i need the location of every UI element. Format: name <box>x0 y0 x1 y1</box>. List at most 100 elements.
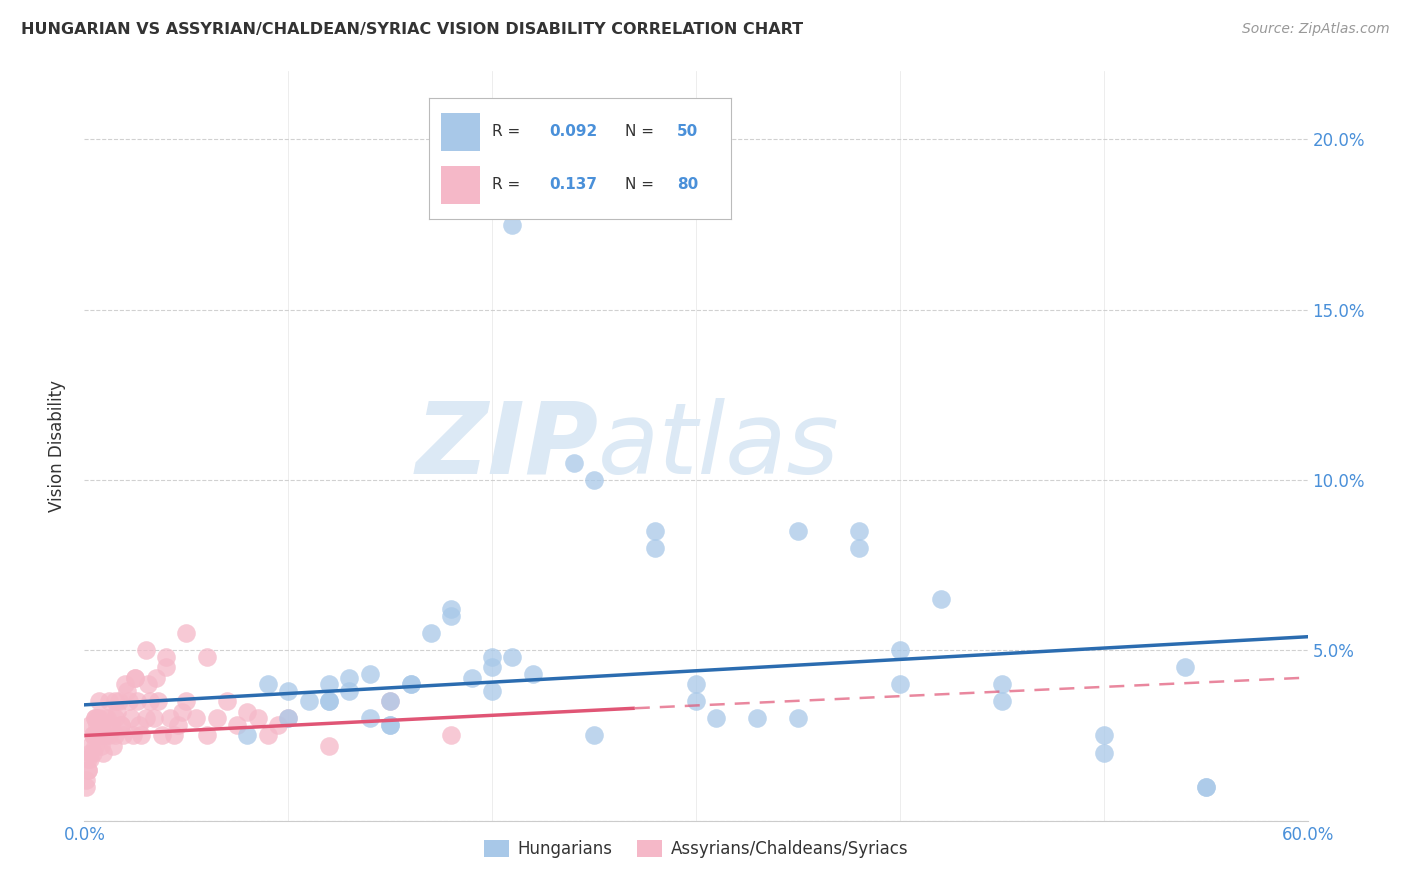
Point <box>172 705 194 719</box>
Text: atlas: atlas <box>598 398 839 494</box>
Point <box>97 729 120 743</box>
Point <box>236 705 259 719</box>
Point <box>112 729 135 743</box>
Point <box>502 650 524 665</box>
Point <box>150 729 173 743</box>
Point <box>277 711 299 725</box>
Point <box>562 456 585 470</box>
Point <box>848 524 870 538</box>
Point <box>848 541 870 556</box>
Point <box>82 729 104 743</box>
Point <box>217 694 239 708</box>
Point <box>83 739 105 753</box>
Point <box>155 650 177 665</box>
Point <box>142 711 165 725</box>
Point <box>706 711 728 725</box>
Bar <box>441 112 481 151</box>
Point <box>399 677 422 691</box>
Point <box>644 524 666 538</box>
Point <box>1092 746 1115 760</box>
Point <box>82 729 104 743</box>
Point <box>481 660 503 674</box>
Point <box>79 739 101 753</box>
Point <box>110 718 132 732</box>
Point <box>481 650 503 665</box>
Point <box>86 711 108 725</box>
Point <box>83 711 105 725</box>
Point <box>86 729 108 743</box>
Point <box>359 711 381 725</box>
Point <box>380 718 402 732</box>
Point <box>267 718 290 732</box>
Point <box>226 718 249 732</box>
Point <box>298 694 321 708</box>
Point <box>131 729 153 743</box>
Point <box>104 694 127 708</box>
Point <box>159 711 181 725</box>
Point <box>155 660 177 674</box>
Point <box>87 694 110 708</box>
Text: ZIP: ZIP <box>415 398 598 494</box>
Point <box>420 626 443 640</box>
Point <box>100 718 122 732</box>
Point <box>75 780 97 794</box>
Point <box>685 694 707 708</box>
Point <box>79 718 101 732</box>
Point <box>440 729 463 743</box>
Point <box>380 694 402 708</box>
Text: 80: 80 <box>676 178 697 193</box>
Point <box>318 739 340 753</box>
Point <box>747 711 769 725</box>
Point <box>339 684 361 698</box>
Point <box>118 694 141 708</box>
Point <box>135 711 157 725</box>
Point <box>236 729 259 743</box>
Point <box>108 694 131 708</box>
Text: HUNGARIAN VS ASSYRIAN/CHALDEAN/SYRIAC VISION DISABILITY CORRELATION CHART: HUNGARIAN VS ASSYRIAN/CHALDEAN/SYRIAC VI… <box>21 22 803 37</box>
Point <box>461 671 484 685</box>
Point <box>1195 780 1218 794</box>
Point <box>277 684 299 698</box>
Point <box>195 729 218 743</box>
Point <box>246 711 269 725</box>
Point <box>186 711 208 725</box>
Point <box>583 729 606 743</box>
Point <box>77 763 100 777</box>
Point <box>83 711 105 725</box>
Bar <box>441 166 481 204</box>
Point <box>91 746 114 760</box>
Point <box>90 739 112 753</box>
Point <box>90 729 112 743</box>
Text: R =: R = <box>492 124 526 139</box>
Point <box>77 763 100 777</box>
Point <box>104 729 127 743</box>
Point <box>889 677 911 691</box>
Point <box>380 718 402 732</box>
Point <box>1174 660 1197 674</box>
Point <box>205 711 228 725</box>
Point <box>644 541 666 556</box>
Point <box>77 752 100 766</box>
Point <box>399 677 422 691</box>
Point <box>75 772 97 787</box>
Point <box>104 711 127 725</box>
Point <box>195 650 218 665</box>
Point <box>583 473 606 487</box>
Text: 0.137: 0.137 <box>550 178 598 193</box>
Point <box>257 729 280 743</box>
Point <box>991 677 1014 691</box>
Point <box>87 711 110 725</box>
Point <box>146 694 169 708</box>
Point <box>128 718 150 732</box>
Y-axis label: Vision Disability: Vision Disability <box>48 380 66 512</box>
Point <box>787 524 810 538</box>
Point <box>136 677 159 691</box>
Point <box>277 711 299 725</box>
Point <box>114 677 136 691</box>
Point <box>481 684 503 698</box>
Point <box>1092 729 1115 743</box>
Point <box>101 739 124 753</box>
Point <box>163 729 186 743</box>
Point <box>86 718 108 732</box>
Point <box>124 671 146 685</box>
